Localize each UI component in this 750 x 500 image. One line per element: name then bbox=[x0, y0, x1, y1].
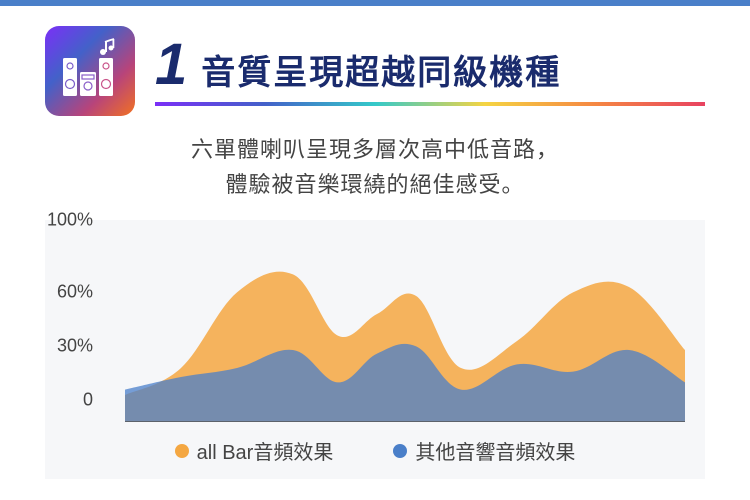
chart-plot-area bbox=[125, 242, 685, 422]
y-axis-labels: 100%60%30%0 bbox=[45, 220, 101, 479]
legend-dot bbox=[393, 444, 407, 458]
header: 1 音質呈現超越同級機種 bbox=[0, 6, 750, 116]
subtitle-line-1: 六單體喇叭呈現多層次高中低音路， bbox=[191, 137, 559, 162]
chart-legend: all Bar音頻效果 其他音響音頻效果 bbox=[65, 436, 685, 465]
title-block: 1 音質呈現超越同級機種 bbox=[155, 36, 705, 106]
subtitle-line-2: 體驗被音樂環繞的絕佳感受。 bbox=[225, 172, 524, 197]
y-tick-label: 0 bbox=[83, 390, 93, 411]
y-tick-label: 30% bbox=[57, 336, 93, 357]
speaker-music-icon bbox=[45, 26, 135, 116]
rainbow-divider bbox=[155, 102, 705, 106]
legend-dot bbox=[175, 444, 189, 458]
legend-label: all Bar音頻效果 bbox=[197, 436, 334, 465]
chart-svg bbox=[125, 242, 685, 422]
legend-label: 其他音響音頻效果 bbox=[415, 436, 575, 465]
section-title: 音質呈現超越同級機種 bbox=[201, 45, 561, 94]
audio-comparison-chart: 100%60%30%0 all Bar音頻效果其他音響音頻效果 bbox=[45, 220, 705, 479]
subtitle: 六單體喇叭呈現多層次高中低音路， 體驗被音樂環繞的絕佳感受。 bbox=[0, 132, 750, 202]
section-number: 1 bbox=[155, 36, 187, 94]
legend-item: 其他音響音頻效果 bbox=[393, 436, 575, 465]
y-tick-label: 60% bbox=[57, 282, 93, 303]
y-tick-label: 100% bbox=[47, 210, 93, 231]
legend-item: all Bar音頻效果 bbox=[175, 436, 334, 465]
